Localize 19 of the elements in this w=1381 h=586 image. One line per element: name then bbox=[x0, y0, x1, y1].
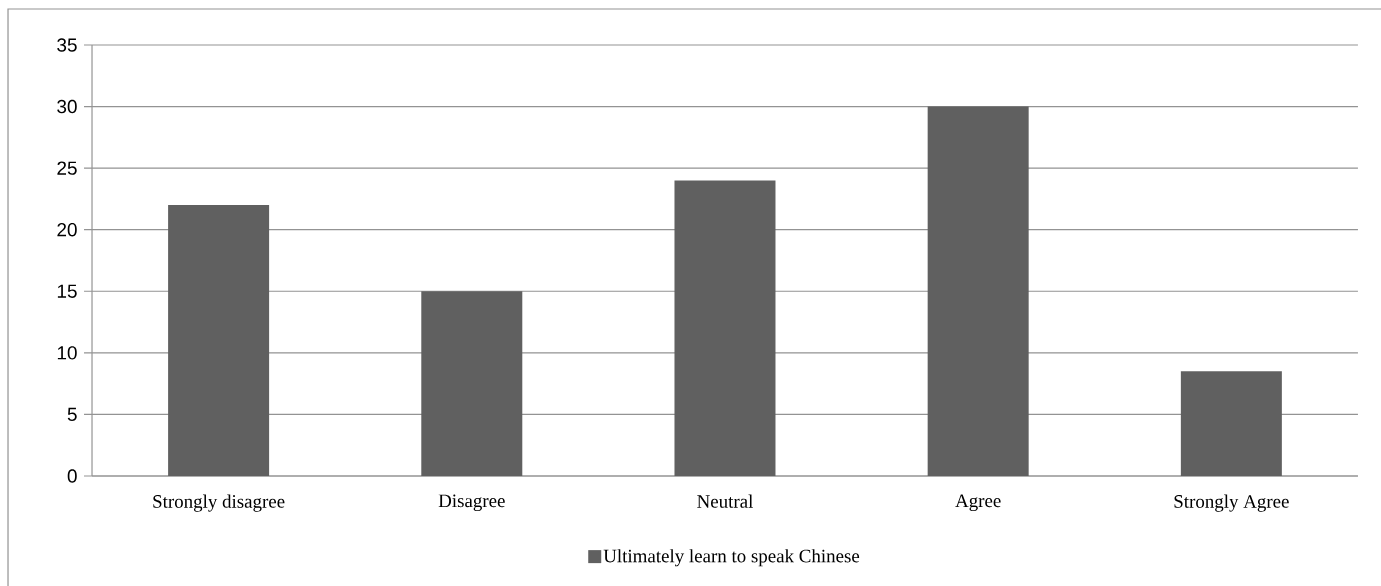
bar bbox=[674, 180, 776, 476]
y-tick-label: 35 bbox=[57, 38, 77, 52]
y-tick-label: 5 bbox=[67, 407, 77, 422]
y-tick-label: 0 bbox=[67, 469, 77, 483]
x-tick-label: Disagree bbox=[438, 494, 505, 512]
x-tick-label: Agree bbox=[955, 494, 1001, 512]
y-tick-label: 15 bbox=[57, 284, 77, 298]
x-tick-label: Neutral bbox=[697, 494, 753, 508]
y-tick-label: 20 bbox=[57, 223, 77, 237]
y-tick-label: 10 bbox=[57, 346, 77, 360]
y-tick-label: 30 bbox=[57, 99, 77, 114]
bar bbox=[927, 106, 1029, 476]
bar bbox=[168, 205, 270, 476]
bar bbox=[1180, 371, 1282, 476]
x-tick-label: Strongly Agree bbox=[1174, 494, 1289, 512]
y-tick-label: 25 bbox=[57, 161, 77, 175]
x-tick-label: Strongly disagree bbox=[153, 494, 285, 512]
bar bbox=[421, 291, 523, 476]
legend-label: Ultimately learn to speak Chinese bbox=[603, 549, 860, 567]
